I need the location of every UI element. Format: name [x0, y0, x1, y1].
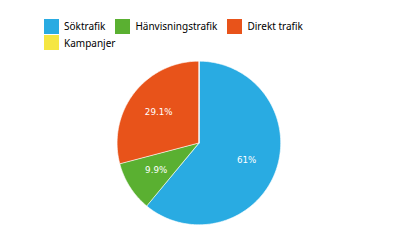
html-text:Hänvisningstrafik: Hänvisningstrafik — [135, 19, 218, 34]
html-text:Direkt trafik: Direkt trafik — [247, 19, 303, 34]
svg-text:61%: 61% — [237, 155, 256, 165]
html-text:Kampanjer: Kampanjer — [64, 35, 116, 50]
svg-text:9.9%: 9.9% — [145, 165, 167, 175]
html-text:Söktrafik: Söktrafik — [64, 19, 106, 34]
svg-text:29.1%: 29.1% — [145, 107, 173, 117]
